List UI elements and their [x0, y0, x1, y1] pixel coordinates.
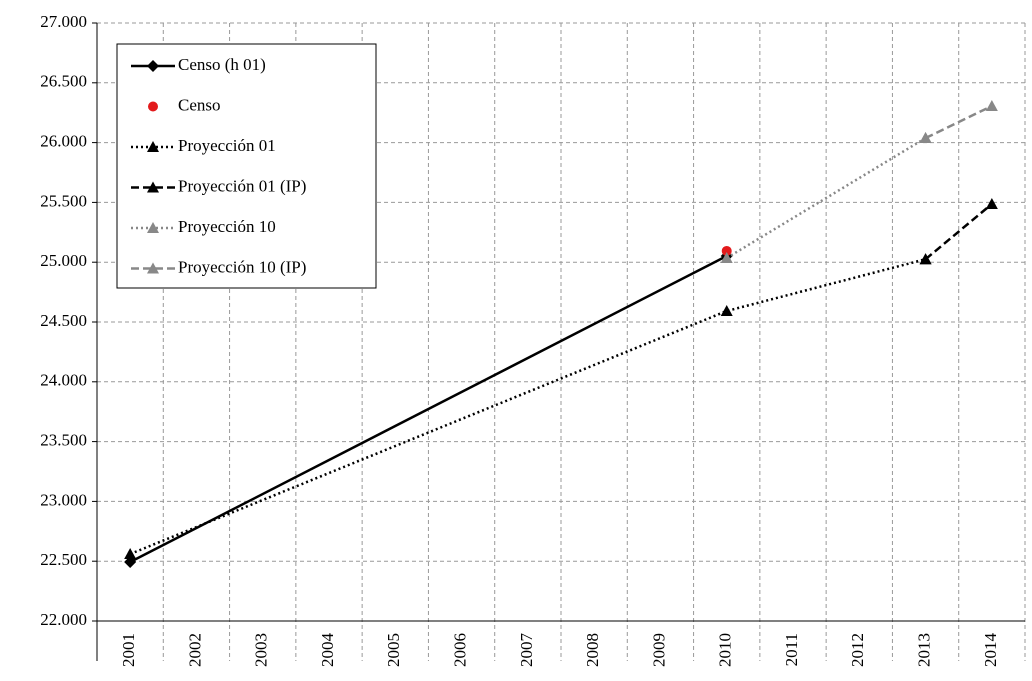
x-tick-label: 2007 — [517, 633, 536, 668]
y-tick-label: 26.500 — [40, 72, 87, 91]
legend-marker — [147, 181, 159, 193]
y-tick-label: 24.000 — [40, 371, 87, 390]
y-tick-label: 25.000 — [40, 251, 87, 270]
y-tick-label: 23.000 — [40, 490, 87, 509]
x-tick-label: 2003 — [252, 633, 271, 667]
y-tick-label: 25.500 — [40, 191, 87, 210]
x-tick-label: 2008 — [583, 633, 602, 667]
x-tick-label: 2013 — [914, 633, 933, 667]
legend-box — [116, 43, 377, 289]
legend-label: Censo — [178, 95, 221, 114]
series-line — [726, 136, 927, 260]
legend-marker — [147, 222, 159, 233]
legend-label: Proyección 01 (IP) — [178, 176, 306, 195]
legend-label: Censo (h 01) — [178, 55, 266, 74]
y-tick-label: 24.500 — [40, 311, 87, 330]
x-tick-label: 2006 — [450, 633, 469, 667]
legend-marker — [148, 101, 158, 112]
data-point — [919, 253, 932, 265]
data-point — [720, 304, 733, 316]
series-line — [925, 104, 993, 140]
data-point — [985, 100, 998, 112]
series-line — [129, 258, 926, 556]
legend-marker — [147, 262, 159, 274]
data-point — [124, 556, 137, 569]
x-tick-label: 2012 — [848, 633, 867, 667]
series-line — [129, 254, 728, 564]
legend-label: Proyección 01 — [178, 136, 276, 155]
y-tick-label: 26.000 — [40, 132, 87, 151]
y-tick-label: 27.000 — [40, 12, 87, 31]
x-tick-label: 2010 — [716, 633, 735, 667]
x-tick-label: 2011 — [782, 633, 801, 666]
y-tick-label: 23.500 — [40, 431, 87, 450]
legend-marker — [147, 141, 159, 152]
data-point — [720, 252, 733, 264]
legend-label: Proyección 10 (IP) — [178, 257, 306, 276]
x-tick-label: 2005 — [384, 633, 403, 667]
data-point — [721, 245, 732, 256]
legend-marker — [147, 60, 159, 72]
data-point — [985, 197, 998, 209]
y-tick-label: 22.500 — [40, 550, 87, 569]
y-tick-label: 22.000 — [40, 610, 87, 629]
x-tick-label: 2009 — [649, 633, 668, 667]
x-tick-label: 2004 — [318, 633, 337, 668]
legend-label: Proyección 10 — [178, 217, 276, 236]
data-point — [919, 132, 932, 144]
x-tick-label: 2001 — [119, 633, 138, 667]
x-tick-label: 2002 — [185, 633, 204, 667]
x-tick-label: 2014 — [981, 633, 1000, 668]
series-line — [924, 202, 993, 261]
data-point — [124, 548, 137, 560]
